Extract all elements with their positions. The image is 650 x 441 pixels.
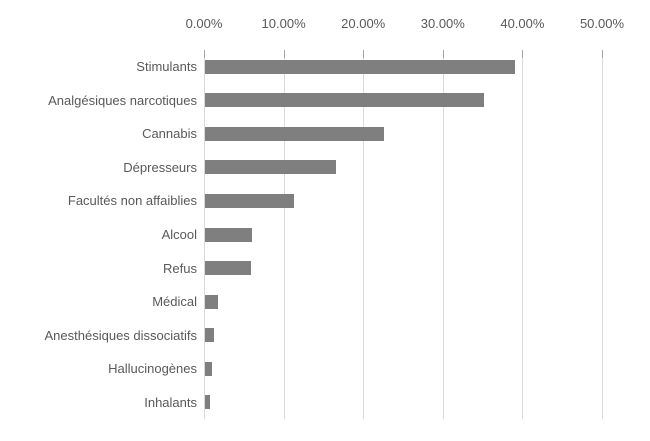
gridline (363, 50, 365, 419)
bar (205, 227, 252, 242)
gridline (442, 50, 444, 419)
category-label: Facultés non affaiblies (67, 193, 197, 209)
category-label: Médical (152, 294, 197, 310)
category-label: Anesthésiques dissociatifs (44, 327, 197, 343)
bar (205, 261, 252, 276)
category-label: Refus (163, 260, 197, 276)
bar (205, 160, 337, 175)
x-axis-tick-label: 50.00% (579, 16, 625, 31)
x-axis-tick-label: 40.00% (500, 16, 545, 31)
bar (205, 126, 385, 141)
gridline (522, 50, 524, 419)
category-label: Cannabis (142, 126, 197, 142)
x-axis-tick-label: 30.00% (420, 16, 465, 31)
bar (205, 294, 218, 309)
category-label: Inhalants (144, 394, 197, 410)
axis-tick (363, 50, 365, 58)
bar (205, 193, 295, 208)
gridline (283, 50, 285, 419)
bar (205, 328, 214, 343)
bar (205, 361, 213, 376)
bar (205, 395, 210, 410)
axis-tick (522, 50, 524, 58)
gridline (204, 50, 205, 419)
x-axis-tick-label: 0.00% (185, 16, 223, 31)
axis-tick (204, 50, 205, 58)
bar (205, 93, 484, 108)
category-label: Hallucinogènes (108, 361, 197, 377)
axis-tick (283, 50, 285, 58)
category-label: Analgésiques narcotiques (48, 92, 197, 108)
bar (205, 59, 516, 74)
category-label: Alcool (161, 226, 197, 242)
category-label: Stimulants (136, 59, 197, 75)
x-axis-tick-label: 10.00% (261, 16, 306, 31)
category-label: Dépresseurs (123, 159, 197, 175)
axis-tick (602, 50, 603, 58)
axis-tick (442, 50, 444, 58)
x-axis-tick-label: 20.00% (341, 16, 386, 31)
gridline (602, 50, 603, 419)
